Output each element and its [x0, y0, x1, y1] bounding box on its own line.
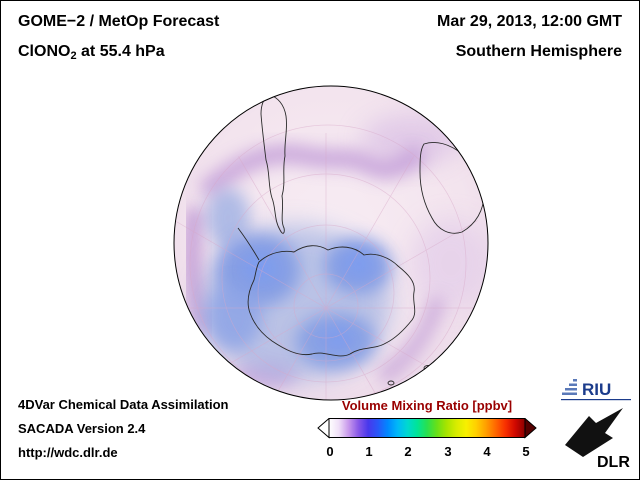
globe-outline	[173, 85, 489, 401]
riu-wordmark: RIU	[582, 380, 611, 399]
figure-title: GOME−2 / MetOp Forecast	[18, 13, 220, 30]
colorbar-tick-5: 5	[522, 444, 530, 459]
colorbar-right-arrow	[524, 418, 537, 439]
species-level-label: ClONO2 at 55.4 hPa	[18, 43, 165, 62]
graticule	[174, 124, 488, 400]
riu-stripes-icon	[562, 379, 577, 395]
footer-left: 4DVar Chemical Data Assimilation SACADA …	[18, 397, 229, 469]
dlr-logo: DLR	[559, 407, 635, 476]
datetime-label: Mar 29, 2013, 12:00 GMT	[437, 13, 622, 30]
antarctica-outline	[247, 245, 416, 357]
colorbar-tick-2: 2	[404, 444, 412, 459]
colorbar-tick-0: 0	[326, 444, 334, 459]
colorbar-gradient	[328, 418, 526, 438]
assimilation-label: 4DVar Chemical Data Assimilation	[18, 397, 229, 412]
website-url: http://wdc.dlr.de	[18, 445, 118, 460]
colorbar-tick-1: 1	[365, 444, 373, 459]
hemisphere-map	[166, 78, 496, 408]
south-america-outline	[260, 93, 287, 234]
riu-underline	[561, 399, 631, 401]
colorbar-left-arrow	[317, 418, 330, 439]
dlr-wordmark: DLR	[597, 454, 630, 471]
header-right: Mar 29, 2013, 12:00 GMT Southern Hemisph…	[437, 13, 622, 61]
riu-logo: RIU	[561, 373, 633, 408]
header-left: GOME−2 / MetOp Forecast ClONO2 at 55.4 h…	[18, 13, 219, 62]
hemisphere-label: Southern Hemisphere	[455, 43, 622, 60]
island-outline	[387, 380, 395, 386]
globe-svg	[173, 85, 489, 401]
antarctic-peninsula-outline	[237, 227, 260, 261]
colorbar-tick-3: 3	[444, 444, 452, 459]
colorbar-tick-4: 4	[483, 444, 491, 459]
colorbar	[317, 418, 537, 439]
version-label: SACADA Version 2.4	[18, 421, 146, 436]
dlr-emblem-icon	[565, 408, 623, 457]
colorbar-title: Volume Mixing Ratio [ppbv]	[341, 398, 513, 413]
